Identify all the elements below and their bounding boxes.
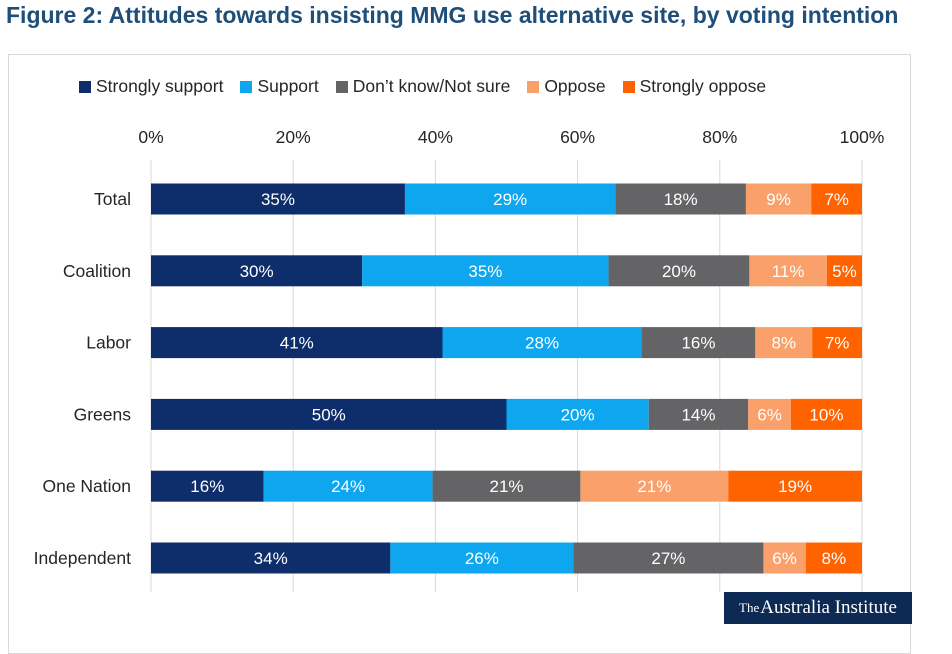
bar-segment	[615, 183, 746, 215]
bar-segment	[151, 398, 507, 430]
category-label: Labor	[86, 333, 131, 353]
bar-segment	[390, 542, 574, 574]
legend-swatch	[240, 80, 253, 93]
legend-label: Strongly oppose	[639, 76, 767, 96]
legend-label: Strongly support	[96, 76, 224, 96]
bar-segment	[811, 183, 862, 215]
category-label: Independent	[34, 548, 131, 568]
data-label: 9%	[766, 190, 791, 209]
bar-segment	[755, 327, 813, 359]
data-label: 24%	[331, 477, 365, 496]
data-label: 21%	[489, 477, 523, 496]
data-label: 7%	[824, 190, 849, 209]
bar-segment	[573, 542, 764, 574]
data-label: 5%	[832, 262, 857, 281]
stacked-bar-chart: 0% 20% 40% 60% 80% 100% Total 35% 29% 18% 9% 7% Coal…	[34, 127, 885, 592]
x-tick-label: 40%	[418, 127, 453, 147]
category-label: One Nation	[42, 476, 131, 496]
bar-segment	[608, 255, 750, 287]
legend-swatch	[335, 80, 348, 93]
data-label: 6%	[757, 405, 782, 424]
bar-segment	[812, 327, 862, 359]
bar-segment	[748, 398, 791, 430]
data-label: 10%	[809, 405, 843, 424]
bar-segment	[151, 327, 443, 359]
legend-item: Support	[240, 76, 319, 97]
bar-segment	[151, 542, 391, 574]
data-label: 16%	[190, 477, 224, 496]
data-label: 8%	[822, 549, 847, 568]
figure-title: Figure 2: Attitudes towards insisting MM…	[6, 2, 899, 28]
logo-name: Australia Institute	[760, 597, 897, 618]
data-label: 27%	[651, 549, 685, 568]
bar-segment	[151, 470, 264, 502]
legend-swatch	[622, 80, 635, 93]
bar-segment	[641, 327, 756, 359]
bar-segment	[362, 255, 609, 287]
bar-segment	[263, 470, 433, 502]
bar-segment	[728, 470, 862, 502]
bar-segment	[763, 542, 806, 574]
data-label: 35%	[468, 262, 502, 281]
legend-label: Don’t know/Not sure	[352, 76, 511, 96]
data-label: 21%	[637, 477, 671, 496]
bar-segment	[749, 255, 827, 287]
x-tick-label: 80%	[702, 127, 737, 147]
bar-segment	[442, 327, 642, 359]
bar-segment	[745, 183, 812, 215]
data-label: 28%	[525, 334, 559, 353]
data-label: 6%	[772, 549, 797, 568]
bar-segment	[151, 255, 363, 287]
bar-segment	[404, 183, 616, 215]
bar-segment	[580, 470, 729, 502]
bar-segment	[506, 398, 649, 430]
australia-institute-logo: The Australia Institute	[724, 592, 912, 624]
legend-item: Strongly support	[79, 76, 223, 97]
data-label: 34%	[254, 549, 288, 568]
data-label: 30%	[240, 262, 274, 281]
data-label: 35%	[261, 190, 295, 209]
legend-swatch	[527, 80, 540, 93]
data-label: 41%	[280, 334, 314, 353]
bar-segment	[805, 542, 862, 574]
data-label: 16%	[681, 334, 715, 353]
category-label: Total	[94, 189, 131, 209]
data-label: 7%	[825, 334, 850, 353]
data-label: 29%	[493, 190, 527, 209]
category-label: Greens	[74, 404, 132, 424]
chart-legend: Strongly support Support Don’t know/Not su…	[79, 76, 783, 97]
data-label: 18%	[664, 190, 698, 209]
data-label: 50%	[312, 405, 346, 424]
legend-item: Strongly oppose	[622, 76, 767, 97]
bar-segment	[790, 398, 862, 430]
legend-label: Oppose	[544, 76, 606, 96]
bar-segment	[826, 255, 862, 287]
bar-segment	[432, 470, 581, 502]
data-label: 14%	[681, 405, 715, 424]
x-tick-label: 20%	[276, 127, 311, 147]
x-tick-label: 60%	[560, 127, 595, 147]
bar-segment	[648, 398, 749, 430]
data-label: 8%	[772, 334, 797, 353]
data-label: 20%	[662, 262, 696, 281]
category-label: Coalition	[63, 261, 131, 281]
logo-prefix: The	[739, 600, 760, 615]
data-label: 20%	[561, 405, 595, 424]
data-label: 26%	[465, 549, 499, 568]
data-label: 11%	[772, 262, 805, 281]
legend-item: Don’t know/Not sure	[335, 76, 511, 97]
legend-item: Oppose	[527, 76, 606, 97]
data-label: 19%	[778, 477, 812, 496]
bar-segment	[151, 183, 405, 215]
x-tick-label: 100%	[840, 127, 885, 147]
legend-swatch	[79, 80, 91, 93]
x-tick-label: 0%	[138, 127, 163, 147]
legend-label: Support	[257, 76, 319, 96]
